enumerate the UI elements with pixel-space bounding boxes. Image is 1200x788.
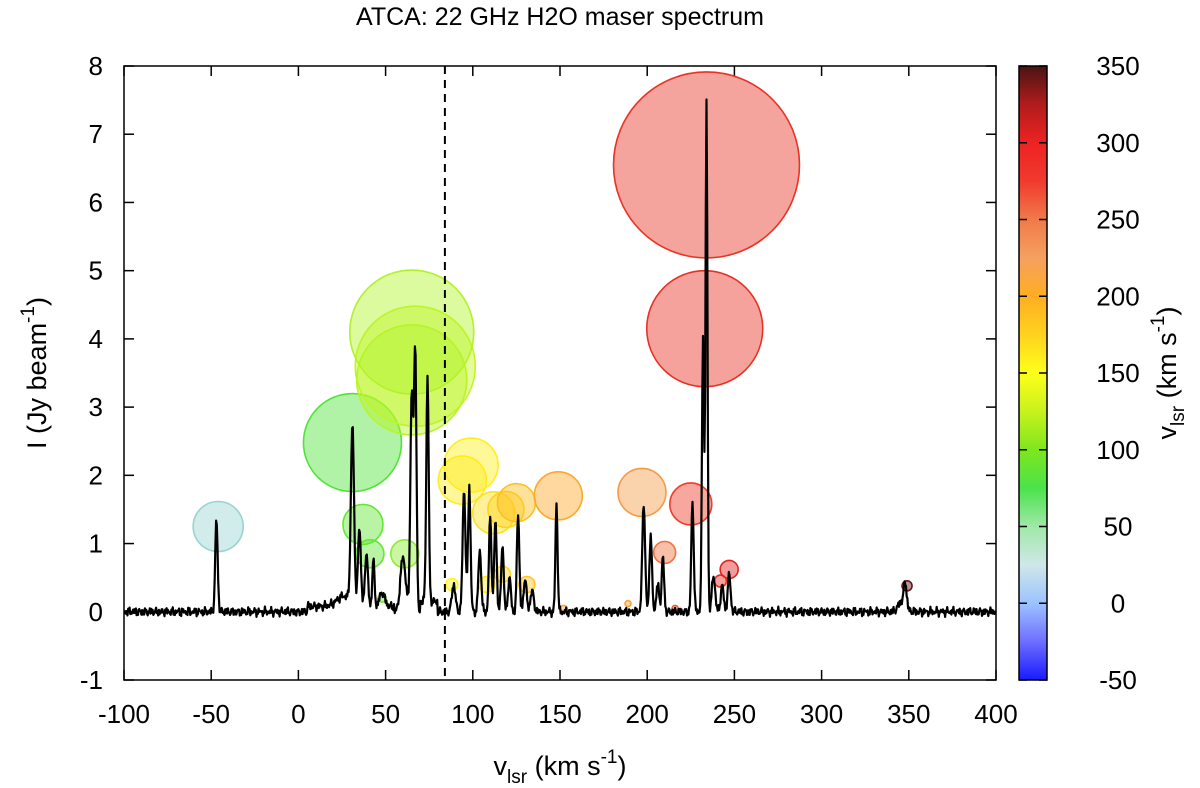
x-tick-label: 100 <box>451 699 494 729</box>
plot-frame <box>123 65 997 681</box>
x-axis-label: vlsr (km s-1) <box>494 747 627 788</box>
x-tick-label: -50 <box>192 699 230 729</box>
maser-spot <box>533 470 584 521</box>
y-tick-label: 0 <box>89 597 103 627</box>
chart-title: ATCA: 22 GHz H2O maser spectrum <box>356 3 764 31</box>
x-tick-label: 300 <box>800 699 843 729</box>
colorbar-tick-label: 50 <box>1104 512 1133 542</box>
maser-spot <box>342 503 384 546</box>
colorbar-tick-label: 100 <box>1096 435 1139 465</box>
y-tick-label: 4 <box>89 324 103 354</box>
colorbar-tick-label: 300 <box>1096 128 1139 158</box>
maser-spot <box>496 482 537 523</box>
x-tick-label: 0 <box>291 699 305 729</box>
colorbar-tick-label: 200 <box>1096 281 1139 311</box>
x-tick-label: 250 <box>713 699 756 729</box>
y-axis-label: I (Jy beam-1) <box>18 297 52 449</box>
colorbar-tick-label: 350 <box>1096 51 1139 81</box>
colorbar-tick-labels: -50 0 50 100 150 200 250 300 350 <box>1096 51 1139 695</box>
maser-spot <box>617 467 667 518</box>
axis-ticks <box>123 65 997 681</box>
x-tick-label: 350 <box>887 699 930 729</box>
y-tick-label: 1 <box>89 529 103 559</box>
colorbar-tick-label: 250 <box>1096 205 1139 235</box>
colorbar-label: vlsr (km s-1) <box>1148 307 1189 440</box>
x-tick-label: 50 <box>371 699 400 729</box>
maser-spot <box>348 269 475 395</box>
x-tick-label: 400 <box>974 699 1017 729</box>
spectrum-line <box>124 98 996 619</box>
y-tick-label: 8 <box>89 51 103 81</box>
x-tick-label: 150 <box>538 699 581 729</box>
colorbar-tick-label: -50 <box>1099 665 1137 695</box>
maser-spot <box>624 599 632 608</box>
x-tick-label: -100 <box>98 699 150 729</box>
y-tick-labels: -1 0 1 2 3 4 5 6 7 8 <box>80 51 103 695</box>
colorbar-ticks <box>1019 65 1047 681</box>
y-tick-label: 3 <box>89 392 103 422</box>
maser-spot <box>652 540 677 565</box>
x-tick-label: 200 <box>626 699 669 729</box>
y-tick-label: 6 <box>89 187 103 217</box>
y-tick-label: 5 <box>89 256 103 286</box>
y-tick-label: -1 <box>80 665 103 695</box>
colorbar-tick-label: 150 <box>1096 358 1139 388</box>
y-tick-label: 2 <box>89 460 103 490</box>
y-tick-label: 7 <box>89 119 103 149</box>
x-tick-labels: -100 -50 0 50 100 150 200 250 300 350 400 <box>98 699 1018 729</box>
colorbar-tick-label: 0 <box>1111 588 1125 618</box>
maser-circles <box>192 71 913 613</box>
